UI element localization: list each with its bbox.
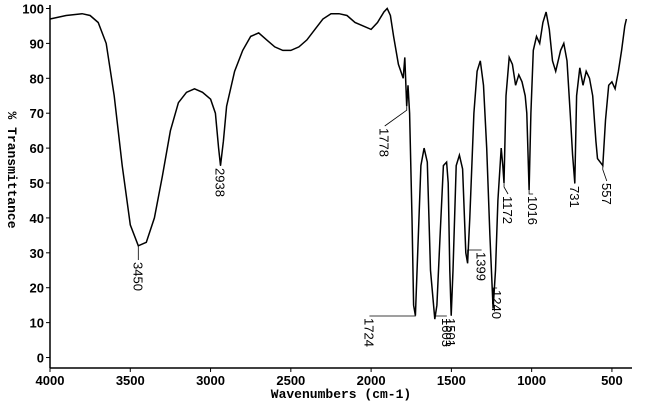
x-tick-label: 1500 — [437, 373, 466, 388]
peak-label: 1399 — [474, 252, 489, 281]
y-tick-label: 30 — [30, 246, 44, 261]
x-axis-title: Wavenumbers (cm-1) — [271, 387, 411, 402]
x-tick-label: 2000 — [357, 373, 386, 388]
spectrum-line — [49, 7, 628, 320]
x-tick-label: 500 — [601, 373, 623, 388]
peak-leader — [602, 165, 608, 182]
y-tick-label: 0 — [37, 351, 44, 366]
peak-label: 3450 — [130, 262, 145, 291]
y-tick-label: 70 — [30, 106, 44, 121]
peak-label: 557 — [599, 183, 614, 205]
peak-leader — [528, 189, 534, 195]
peak-leader — [384, 106, 408, 127]
y-tick-label: 60 — [30, 141, 44, 156]
peak-label: 1501 — [443, 318, 458, 347]
peak-leader — [434, 315, 447, 320]
peak-label: 731 — [567, 186, 582, 208]
peak-label: 1172 — [500, 196, 515, 224]
y-tick-label: 40 — [30, 211, 44, 226]
peak-label: 1724 — [361, 318, 376, 347]
y-tick-label: 50 — [30, 176, 44, 191]
x-tick-label: 1000 — [517, 373, 546, 388]
y-tick-label: 90 — [30, 36, 44, 51]
peak-label: 1016 — [525, 196, 540, 225]
peak-label: 1240 — [489, 290, 504, 319]
peak-label: 1603 — [439, 318, 454, 347]
x-tick-label: 2500 — [276, 373, 305, 388]
y-tick-label: 100 — [22, 1, 44, 16]
y-axis-title: % Transmittance — [4, 111, 19, 228]
peak-label: 1778 — [377, 128, 392, 157]
peak-label: 2938 — [213, 168, 228, 197]
x-tick-label: 3000 — [196, 373, 225, 388]
x-tick-label: 3500 — [116, 373, 145, 388]
y-tick-label: 80 — [30, 71, 44, 86]
peak-leader — [492, 287, 498, 309]
x-tick-label: 4000 — [36, 373, 65, 388]
y-tick-label: 20 — [30, 281, 44, 296]
peak-leader — [467, 249, 482, 264]
peak-leader — [503, 183, 509, 195]
y-tick-label: 10 — [30, 316, 44, 331]
